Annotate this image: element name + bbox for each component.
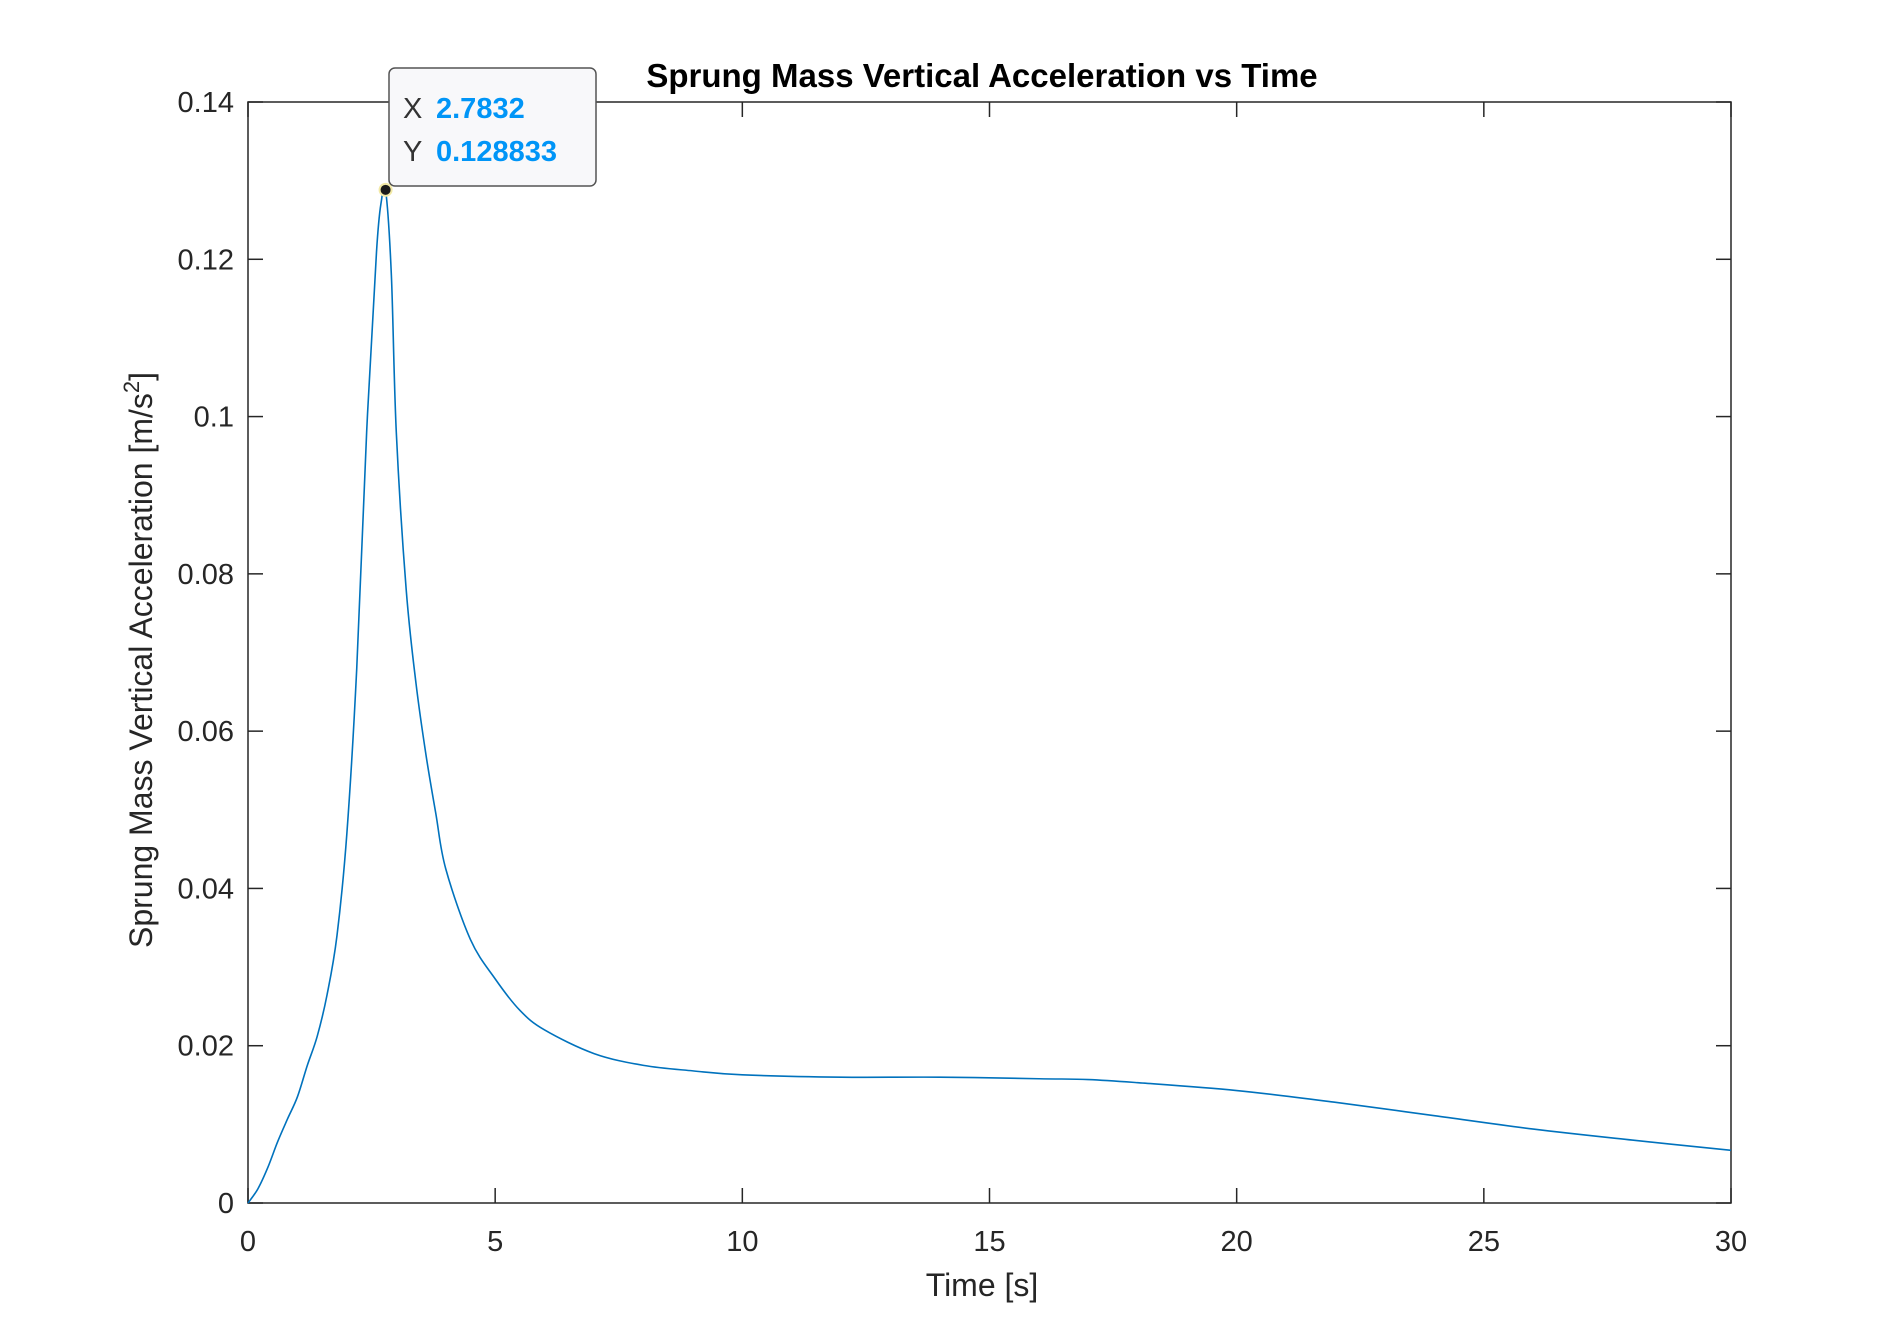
datatip-x-key: X	[403, 93, 422, 125]
y-tick-label: 0.04	[178, 873, 234, 905]
y-tick-label: 0	[218, 1188, 234, 1220]
y-axis-label: Sprung Mass Vertical Acceleration [m/s2]	[119, 372, 159, 948]
x-tick-label: 10	[726, 1226, 758, 1258]
y-tick-label: 0.08	[178, 559, 234, 591]
x-tick-label: 5	[487, 1226, 503, 1258]
datatip-x-value: 2.7832	[436, 93, 525, 125]
y-ticks: 0 0.02 0.04 0.06 0.08 0.1 0.12 0.14	[178, 87, 1731, 1220]
datatip-box[interactable]: X 2.7832 Y 0.128833	[388, 67, 597, 187]
series-group	[247, 183, 1732, 1204]
y-axis-label-close: ]	[123, 372, 159, 381]
axes-box	[247, 101, 1732, 1204]
plot-area: 0 5 10 15 20 25 30 0 0.02 0.04 0.06 0.08 0.1 0.12 0.1…	[178, 87, 1748, 1258]
datatip-background	[388, 67, 597, 187]
x-axis-label: Time [s]	[926, 1267, 1039, 1303]
datatip-y-key: Y	[403, 136, 422, 168]
x-ticks: 0 5 10 15 20 25 30	[240, 102, 1747, 1258]
x-tick-label: 25	[1468, 1226, 1500, 1258]
datatip-marker[interactable]	[378, 182, 393, 197]
x-tick-label: 30	[1715, 1226, 1747, 1258]
x-tick-label: 15	[973, 1226, 1005, 1258]
datatip-y-value: 0.128833	[436, 136, 557, 168]
y-tick-label: 0.14	[178, 87, 234, 119]
y-tick-label: 0.12	[178, 244, 234, 276]
series-line	[247, 183, 1732, 1204]
chart-title: Sprung Mass Vertical Acceleration vs Tim…	[646, 57, 1317, 94]
y-tick-label: 0.1	[194, 402, 234, 434]
y-axis-label-main: Sprung Mass Vertical Acceleration [m/s	[123, 393, 159, 948]
y-tick-label: 0.06	[178, 716, 234, 748]
datatip-marker-group[interactable]	[378, 182, 393, 197]
x-tick-label: 20	[1221, 1226, 1253, 1258]
y-tick-label: 0.02	[178, 1031, 234, 1063]
y-axis-label-superscript: 2	[119, 381, 144, 393]
x-tick-label: 0	[240, 1226, 256, 1258]
